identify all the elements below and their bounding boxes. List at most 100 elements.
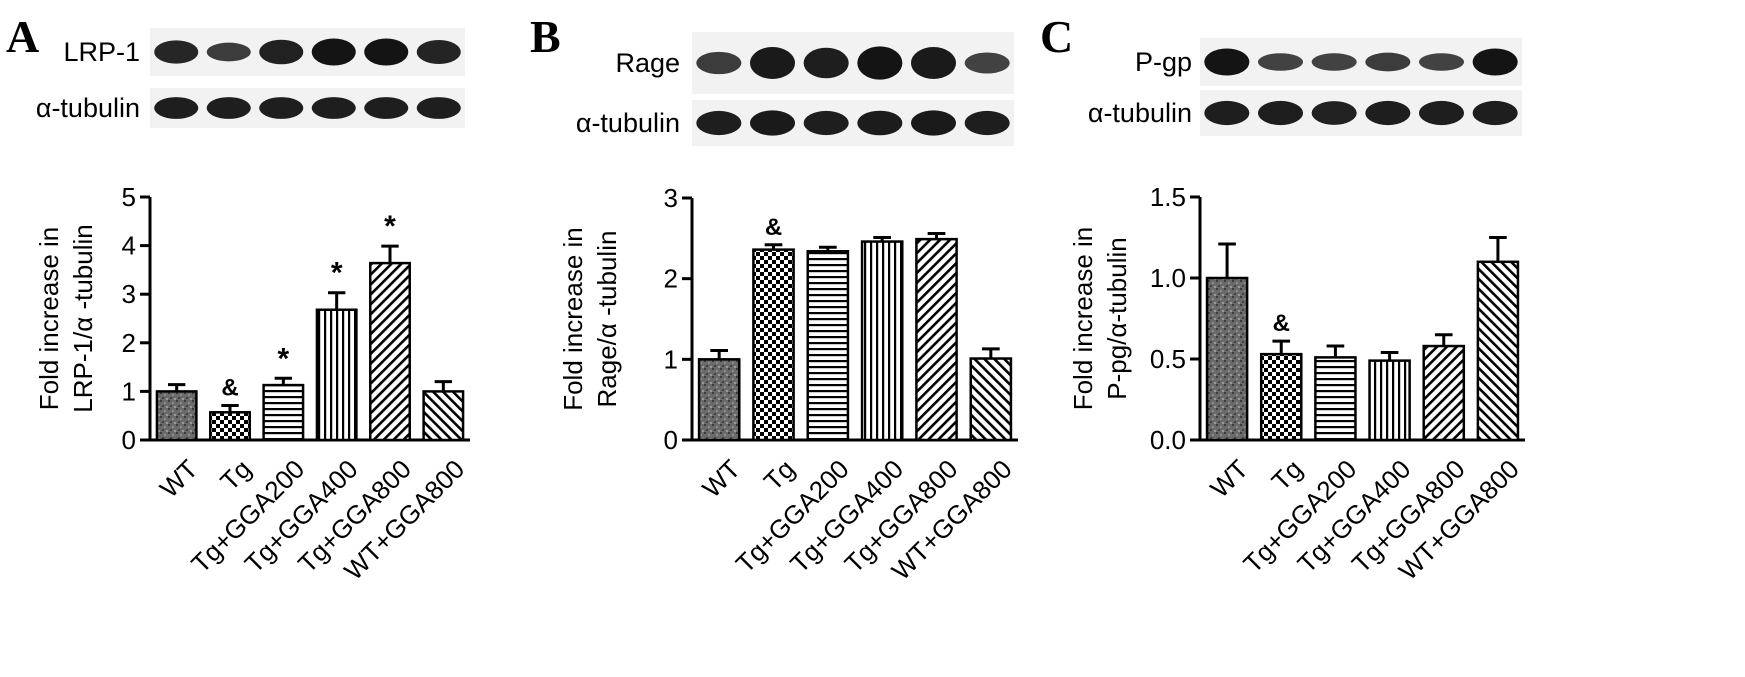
y-tick-label: 1.5: [1150, 182, 1186, 212]
blot-band: [364, 38, 409, 66]
bar-tg-gga400: [315, 308, 358, 442]
y-axis-label: LRP-1/α -tubulin: [68, 224, 98, 412]
blot-band: [206, 42, 251, 62]
category-label: WT: [696, 454, 746, 504]
blot-band: [1418, 53, 1465, 71]
bar-tg-gga400: [1368, 359, 1411, 442]
blot-label: Rage: [615, 48, 680, 78]
blot-band: [154, 40, 199, 64]
bar-wt: [155, 390, 198, 442]
blot-strip: [692, 100, 1014, 146]
significance-mark: &: [221, 374, 238, 401]
bar-wt: [697, 358, 741, 442]
blot-strip: [1200, 90, 1522, 136]
blot-band: [803, 110, 849, 136]
bar-wt-gga800: [1476, 260, 1520, 442]
y-tick-label: 3: [122, 279, 136, 309]
blot-band: [416, 97, 461, 119]
blot-strip: [150, 28, 465, 76]
y-tick-label: 5: [122, 182, 136, 212]
blot-band: [1257, 100, 1304, 126]
blot-label: α-tubulin: [576, 108, 680, 138]
blot-band: [364, 97, 409, 119]
y-axis-label: Fold increase in: [34, 227, 64, 411]
panel-c: C P-gp α-tubulin 0.0 0.5 1.0 1.5 Fold increase …: [1040, 11, 1525, 586]
y-tick-label: 1.0: [1150, 263, 1186, 293]
blot-band: [1257, 53, 1304, 71]
blot-band: [749, 47, 796, 79]
blot-band: [857, 46, 903, 80]
blot-band: [1311, 101, 1357, 125]
significance-mark: &: [1273, 310, 1290, 337]
bar-tg: [1259, 352, 1303, 442]
blot-band: [803, 47, 849, 79]
blot-band: [259, 39, 304, 65]
y-tick-label: 1: [122, 376, 136, 406]
bar-tg-gga200: [262, 383, 305, 442]
blot-label: α-tubulin: [1088, 98, 1192, 128]
blot-band: [259, 97, 304, 119]
blot-band: [1204, 100, 1250, 126]
blot-band: [696, 110, 742, 136]
significance-mark: *: [331, 257, 343, 290]
y-tick-label: 2: [664, 264, 678, 294]
y-tick-label: 2: [122, 328, 136, 358]
y-tick-label: 0.0: [1150, 425, 1186, 455]
blot-label: P-gp: [1135, 47, 1192, 77]
blot-band: [1204, 48, 1250, 76]
bar-tg-gga400: [860, 240, 904, 442]
panel-letter: A: [6, 11, 39, 62]
bar-tg-gga200: [806, 249, 850, 442]
panel-a: A LRP-1 α-tubulin 0 1 2 3 4 5 Fold increase in LRP…: [6, 11, 470, 586]
blot-band: [910, 110, 957, 136]
blot-label: α-tubulin: [36, 93, 140, 123]
bar-wt-gga800: [422, 390, 465, 442]
blot-band: [1472, 48, 1518, 76]
bar-wt: [1205, 276, 1249, 442]
blot-band: [311, 38, 356, 66]
blot-band: [910, 47, 957, 79]
panel-letter: C: [1040, 11, 1073, 62]
y-axis-label: Fold increase in: [558, 227, 588, 411]
blot-band: [964, 52, 1010, 74]
blot-band: [1365, 100, 1411, 126]
blot-strip: [150, 88, 465, 128]
blot-strip: [692, 32, 1014, 94]
blot-band: [206, 97, 251, 119]
bar-tg-gga800: [915, 237, 958, 442]
y-axis-label: P-pg/α-tubulin: [1102, 237, 1132, 399]
category-label: WT: [154, 454, 204, 504]
blot-band: [311, 97, 356, 119]
blot-band: [1418, 100, 1465, 126]
y-tick-label: 0: [122, 425, 136, 455]
bar-tg-gga800: [369, 261, 411, 442]
y-axis-label: Rage/α -tubulin: [592, 231, 622, 408]
blot-band: [1365, 52, 1411, 72]
blot-band: [964, 110, 1010, 136]
significance-mark: *: [277, 342, 289, 375]
category-label: WT: [1204, 454, 1254, 504]
y-tick-label: 1: [664, 344, 678, 374]
category-label: Tg: [758, 454, 801, 497]
y-tick-label: 4: [122, 231, 136, 261]
y-axis-label: Fold increase in: [1068, 227, 1098, 411]
blot-label: LRP-1: [63, 37, 140, 67]
category-label: Tg: [214, 454, 257, 497]
bar-tg-gga200: [1314, 356, 1357, 442]
category-label: Tg: [1266, 454, 1309, 497]
bar-tg-gga800: [1422, 344, 1466, 442]
bar-tg: [209, 411, 251, 442]
blot-band: [416, 40, 461, 64]
blot-band: [749, 110, 796, 136]
y-tick-label: 3: [664, 183, 678, 213]
blot-band: [1472, 100, 1518, 126]
blot-band: [154, 97, 199, 119]
blot-strip: [1200, 38, 1522, 86]
panel-b: B Rage α-tubulin 0 1 2 3 Fold increase in Rage/α…: [530, 11, 1018, 586]
bar-wt-gga800: [969, 357, 1013, 442]
blot-band: [857, 110, 903, 136]
significance-mark: &: [765, 214, 782, 241]
blot-band: [696, 51, 742, 75]
panel-letter: B: [530, 11, 561, 62]
